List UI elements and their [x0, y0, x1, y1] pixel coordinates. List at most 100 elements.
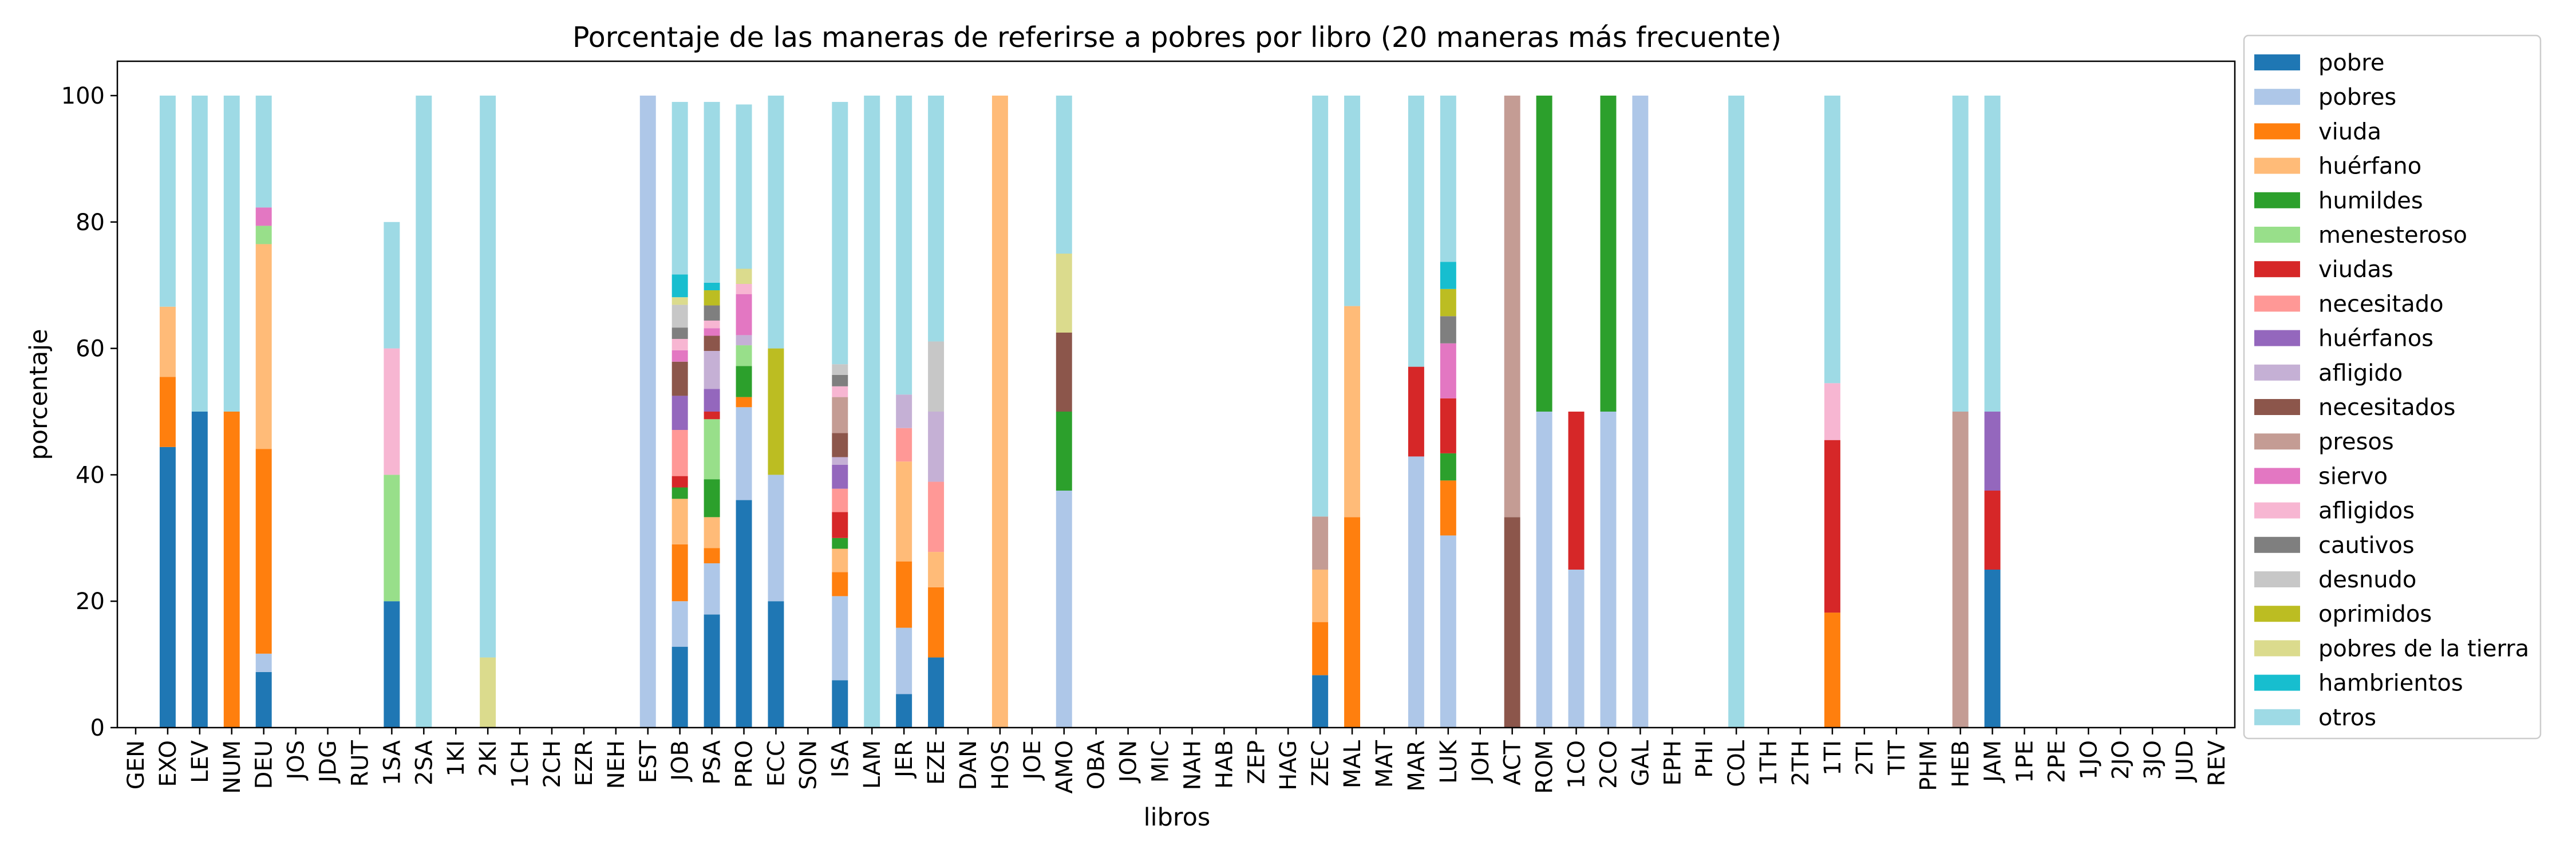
bar-segment-mar-viudas: [1408, 366, 1424, 457]
x-tick-label-1ki: 1KI: [443, 740, 469, 776]
bar-segment-jam-pobre: [1984, 570, 2001, 728]
bar-segment-isa-afligido: [832, 457, 848, 465]
legend-label-viuda: viuda: [2318, 119, 2381, 145]
bar-segment-job-cautivos: [671, 327, 688, 339]
bar-segment-job-desnudo: [671, 305, 688, 328]
bar-segment-deu-otros: [255, 96, 272, 208]
bar-segment-psa-hambrientos: [704, 282, 720, 291]
legend-label-desnudo: desnudo: [2318, 567, 2416, 593]
bar-segment-2ki-otros: [480, 96, 496, 658]
x-tick-label-phm: PHM: [1916, 740, 1942, 791]
bar-segment-deu-pobres: [255, 653, 272, 672]
x-tick-label-zep: ZEP: [1243, 740, 1270, 784]
x-tick-label-2sa: 2SA: [411, 740, 437, 785]
bar-segment-zec-otros: [1312, 96, 1329, 517]
bar-segment-1sa-afligidos: [384, 348, 400, 475]
legend-swatch-menesteroso: [2254, 227, 2300, 243]
bar-segment-1co-pobres: [1568, 570, 1585, 728]
bar-segment-1sa-otros: [384, 222, 400, 349]
x-tick-label-mat: MAT: [1372, 740, 1398, 788]
bar-segment-2sa-otros: [416, 96, 432, 728]
bar-segment-luk-hambrientos: [1440, 262, 1456, 289]
bar-segment-1co-viudas: [1568, 412, 1585, 570]
legend-swatch-necesitado: [2254, 295, 2300, 312]
bar-segment-jer-otros: [896, 96, 912, 395]
bar-segment-job-pobres: [671, 601, 688, 647]
bar-segment-heb-otros: [1952, 96, 1969, 412]
x-tick-label-2th: 2TH: [1788, 740, 1814, 786]
x-tick-label-son: SON: [795, 740, 821, 790]
legend-label-pobres-de-la-tierra: pobres de la tierra: [2318, 635, 2529, 662]
x-tick-label-2pe: 2PE: [2044, 740, 2070, 783]
x-tick-label-act: ACT: [1500, 740, 1526, 785]
legend-label-otros: otros: [2318, 705, 2376, 731]
bar-segment-exo-huerfano: [159, 306, 176, 377]
bar-segment-job-pobre: [671, 646, 688, 728]
bar-segment-psa-huerfano: [704, 517, 720, 548]
bar-segment-psa-huerfanos: [704, 389, 720, 412]
bar-segment-1ti-otros: [1824, 96, 1840, 384]
bar-segment-zec-viuda: [1312, 622, 1329, 676]
legend-swatch-viudas: [2254, 261, 2300, 278]
bar-segment-pro-pobre: [736, 500, 752, 728]
legend-label-pobre: pobre: [2318, 50, 2384, 76]
bar-segment-job-necesitado: [671, 430, 688, 476]
bars-layer: [159, 96, 2001, 728]
x-tick-label-jos: JOS: [283, 740, 310, 781]
legend-label-presos: presos: [2318, 429, 2394, 455]
bar-segment-deu-viuda: [255, 449, 272, 654]
y-tick-label: 40: [76, 462, 105, 488]
x-tick-label-1co: 1CO: [1564, 740, 1590, 789]
bar-segment-amo-pobres: [1056, 491, 1072, 728]
bar-segment-pro-humildes: [736, 366, 752, 397]
bar-segment-job-necesitados: [671, 361, 688, 396]
bar-segment-mal-huerfano: [1344, 306, 1361, 518]
bar-segment-luk-viuda: [1440, 480, 1456, 536]
x-tick-label-2co: 2CO: [1595, 740, 1622, 789]
x-tick-label-nah: NAH: [1179, 740, 1206, 790]
bar-segment-eze-afligido: [928, 412, 945, 482]
bar-segment-psa-menesteroso: [704, 419, 720, 480]
x-tick-label-isa: ISA: [827, 740, 854, 777]
legend-label-necesitado: necesitado: [2318, 291, 2444, 317]
bar-segment-jam-otros: [1984, 96, 2001, 412]
y-axis-label: porcentaje: [25, 329, 53, 460]
bar-segment-num-otros: [223, 96, 240, 412]
legend-label-siervo: siervo: [2318, 463, 2388, 489]
bar-segment-isa-viudas: [832, 512, 848, 538]
x-tick-label-2ti: 2TI: [1852, 740, 1878, 776]
bar-segment-jer-afligido: [896, 394, 912, 428]
x-tick-label-mal: MAL: [1340, 740, 1366, 788]
bar-segment-heb-presos: [1952, 412, 1969, 728]
y-tick-label: 100: [61, 83, 105, 109]
legend-swatch-otros: [2254, 709, 2300, 725]
x-tick-label-gen: GEN: [123, 740, 149, 789]
bar-segment-psa-afligido: [704, 351, 720, 389]
bar-segment-pro-pobres: [736, 407, 752, 500]
bar-segment-2ki-pobres-de-la-tierra: [480, 657, 496, 728]
bar-segment-isa-pobres: [832, 596, 848, 681]
x-tick-label-phi: PHI: [1692, 740, 1718, 778]
bar-segment-rom-humildes: [1536, 96, 1552, 412]
bar-segment-isa-pobre: [832, 680, 848, 728]
x-tick-label-jam: JAM: [1980, 740, 2006, 784]
x-tick-label-hab: HAB: [1211, 740, 1238, 789]
bar-segment-deu-siervo: [255, 207, 272, 226]
x-tick-label-1ch: 1CH: [507, 740, 534, 788]
bar-segment-amo-otros: [1056, 96, 1072, 254]
bar-segment-isa-desnudo: [832, 364, 848, 375]
bar-segment-eze-viuda: [928, 587, 945, 658]
bar-segment-job-siervo: [671, 350, 688, 362]
legend-swatch-afligido: [2254, 364, 2300, 381]
x-tick-label-joh: JOH: [1468, 740, 1494, 784]
legend-swatch-humildes: [2254, 192, 2300, 208]
bar-segment-exo-otros: [159, 96, 176, 307]
x-tick-label-rev: REV: [2204, 740, 2230, 786]
x-tick-label-zec: ZEC: [1307, 740, 1334, 787]
bar-segment-luk-siervo: [1440, 343, 1456, 398]
bar-segment-1ti-afligidos: [1824, 383, 1840, 440]
x-tick-label-3jo: 3JO: [2140, 740, 2166, 780]
legend-label-necesitados: necesitados: [2318, 394, 2455, 421]
legend-swatch-pobres-de-la-tierra: [2254, 640, 2300, 657]
bar-segment-num-viuda: [223, 412, 240, 728]
